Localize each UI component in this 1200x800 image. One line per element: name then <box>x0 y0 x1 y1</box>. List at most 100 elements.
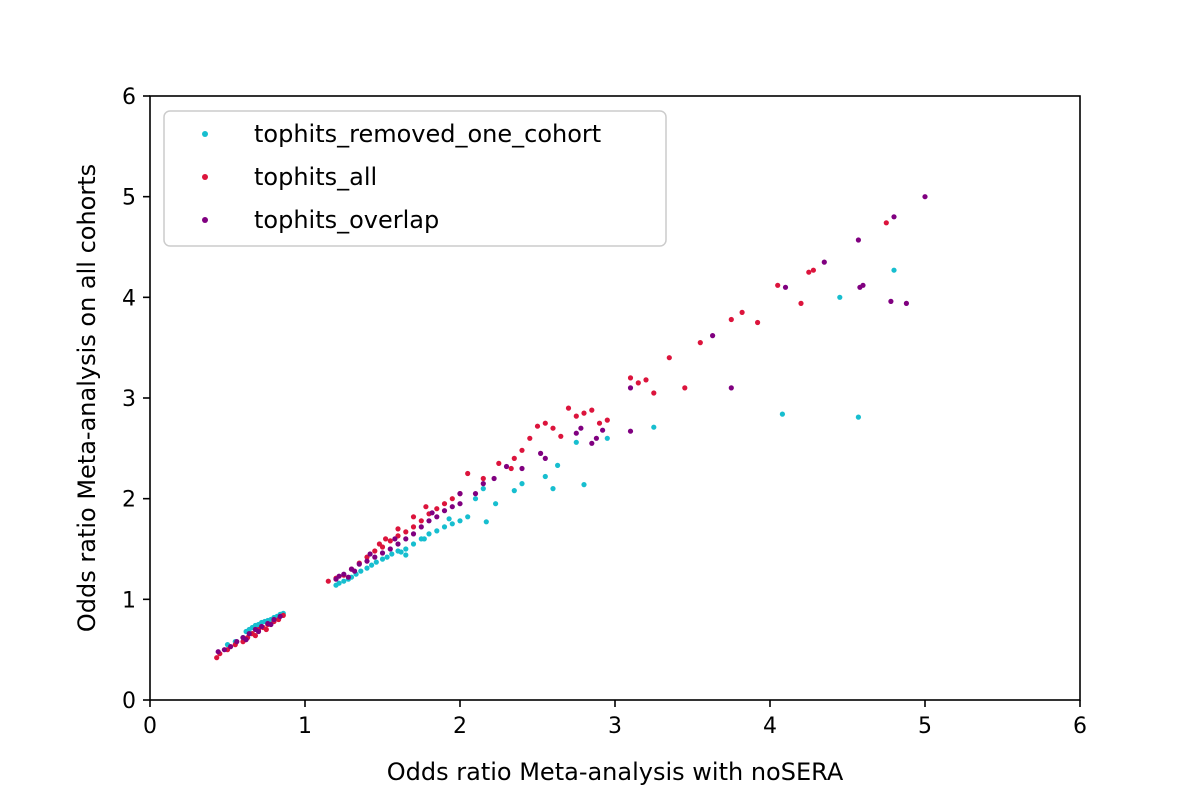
data-point <box>395 541 401 547</box>
data-point <box>457 501 463 507</box>
data-point <box>779 411 786 417</box>
data-point <box>418 518 424 524</box>
data-point <box>581 482 587 488</box>
data-point <box>472 491 479 497</box>
data-point <box>682 385 688 391</box>
data-point <box>739 309 745 315</box>
data-point <box>457 518 463 524</box>
data-point <box>372 548 378 554</box>
data-point <box>356 561 362 567</box>
data-point <box>550 425 556 431</box>
data-point <box>271 616 277 623</box>
data-point <box>449 496 455 502</box>
data-point <box>589 440 595 446</box>
data-point <box>493 501 499 507</box>
data-point <box>403 529 409 535</box>
data-point <box>373 559 379 565</box>
data-point <box>480 486 486 492</box>
data-point <box>434 514 440 520</box>
data-point <box>403 546 409 552</box>
data-point <box>384 554 390 560</box>
data-point <box>483 519 489 525</box>
data-point <box>480 475 486 482</box>
data-point <box>389 551 395 557</box>
legend-label-tophits-all: tophits_all <box>254 163 377 191</box>
data-point <box>596 420 603 426</box>
x-tick-label: 1 <box>298 714 312 739</box>
data-point <box>519 465 525 472</box>
data-point <box>891 214 897 220</box>
data-point <box>441 508 448 514</box>
data-point <box>243 637 249 643</box>
y-axis-label: Odds ratio Meta-analysis on all cohorts <box>73 164 101 632</box>
data-point <box>395 526 401 532</box>
data-point <box>426 531 432 537</box>
data-point <box>449 521 455 527</box>
x-tick-label: 0 <box>143 714 157 739</box>
data-point <box>891 267 897 273</box>
data-point <box>821 259 827 265</box>
data-point <box>410 541 417 547</box>
data-point <box>519 447 525 453</box>
x-tick-label: 6 <box>1073 714 1087 739</box>
legend-box <box>163 110 667 247</box>
data-point <box>491 475 497 482</box>
data-point <box>565 405 572 411</box>
data-point <box>627 428 634 434</box>
data-point <box>246 631 252 637</box>
data-point <box>441 501 448 507</box>
y-tick-label: 5 <box>122 186 136 211</box>
data-point <box>635 380 641 386</box>
x-tick-label: 5 <box>918 714 932 739</box>
data-point <box>855 414 862 420</box>
data-point <box>798 300 804 306</box>
data-point <box>379 550 386 556</box>
data-point <box>268 621 274 628</box>
data-point <box>465 470 471 477</box>
data-point <box>697 340 703 346</box>
x-axis-label: Odds ratio Meta-analysis with noSERA <box>387 758 844 786</box>
data-point <box>403 536 409 542</box>
data-point <box>573 439 579 445</box>
data-point <box>325 578 331 584</box>
x-tick-label: 4 <box>763 714 777 739</box>
x-tick-label: 2 <box>453 714 467 739</box>
data-point <box>538 450 544 456</box>
series-tophits-overlap <box>215 194 928 655</box>
data-point <box>503 463 510 470</box>
data-point <box>379 556 386 562</box>
data-point <box>358 568 364 574</box>
data-point <box>221 647 227 653</box>
data-point <box>372 554 378 560</box>
data-point <box>214 655 220 661</box>
data-point <box>922 194 928 200</box>
series-tophits-removed-one-cohort <box>224 267 897 648</box>
legend-label-tophits-overlap: tophits_overlap <box>254 206 439 234</box>
data-point <box>480 481 486 487</box>
data-point <box>387 538 393 544</box>
data-point <box>589 407 595 413</box>
data-point <box>364 558 370 564</box>
data-point <box>228 644 234 650</box>
data-point <box>383 536 389 542</box>
data-point <box>728 385 734 391</box>
data-point <box>855 237 862 243</box>
data-point <box>542 455 548 461</box>
y-tick-label: 6 <box>122 85 136 110</box>
data-point <box>364 565 370 571</box>
data-point <box>423 504 429 510</box>
data-point <box>550 486 556 492</box>
data-point <box>558 433 564 439</box>
data-point <box>426 518 432 524</box>
data-point <box>434 528 440 534</box>
data-point <box>215 649 221 655</box>
y-axis-ticks: 0 1 2 3 4 5 6 <box>122 85 150 714</box>
x-axis-ticks: 0 1 2 3 4 5 6 <box>143 700 1087 739</box>
data-point <box>434 506 440 512</box>
data-point <box>234 639 240 645</box>
points-layer <box>214 194 928 661</box>
data-point <box>392 536 398 542</box>
data-point <box>666 355 672 361</box>
data-point <box>441 524 448 530</box>
